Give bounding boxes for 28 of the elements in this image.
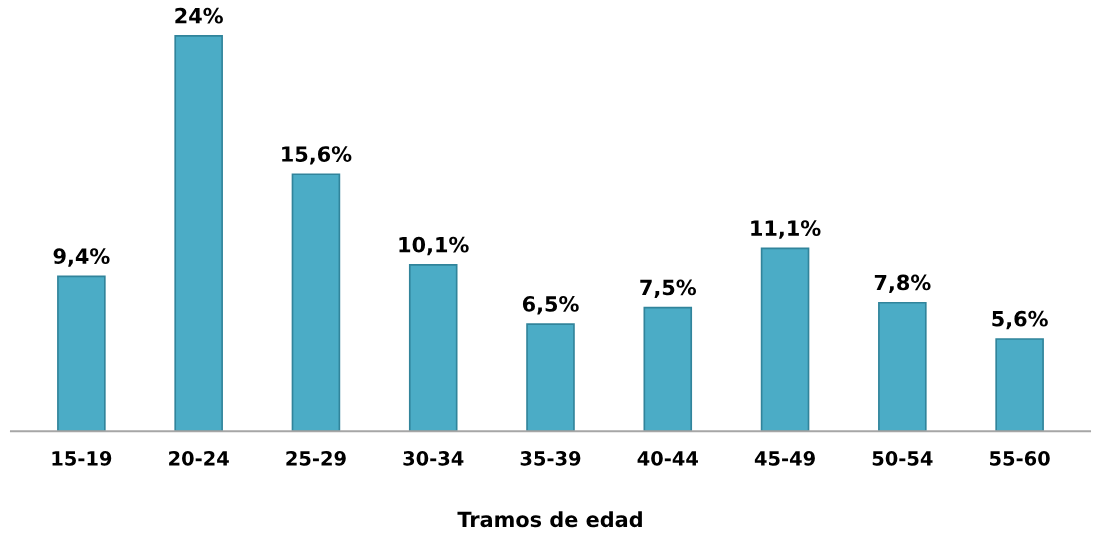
bar <box>174 35 223 432</box>
x-tick-label: 25-29 <box>286 450 346 466</box>
data-label: 9,4% <box>53 248 110 267</box>
data-label: 6,5% <box>522 296 579 315</box>
bar <box>760 247 810 432</box>
bar <box>57 275 106 432</box>
data-label: 7,8% <box>874 274 931 294</box>
data-label: 5,6% <box>992 310 1048 330</box>
bar <box>878 301 927 432</box>
bar <box>291 173 341 432</box>
bar <box>526 323 575 432</box>
x-tick-label: 55-60 <box>990 450 1050 466</box>
x-axis-title: Tramos de edad <box>457 511 642 528</box>
data-label: 7,5% <box>640 279 697 298</box>
x-tick-label: 40-44 <box>637 450 698 466</box>
data-label: 24% <box>175 7 223 24</box>
x-tick-label: 30-34 <box>403 450 464 466</box>
x-tick-label: 15-19 <box>52 451 112 466</box>
x-tick-label: 35-39 <box>520 450 581 466</box>
x-tick-label: 20-24 <box>169 450 229 466</box>
bar <box>408 264 458 432</box>
data-label: 15,6% <box>282 146 352 165</box>
bar <box>643 306 693 432</box>
x-tick-label: 50-54 <box>872 450 933 466</box>
x-tick-label: 45-49 <box>754 451 815 466</box>
bar <box>995 338 1044 432</box>
data-label: 11,1% <box>751 220 821 239</box>
data-label: 10,1% <box>399 236 469 256</box>
